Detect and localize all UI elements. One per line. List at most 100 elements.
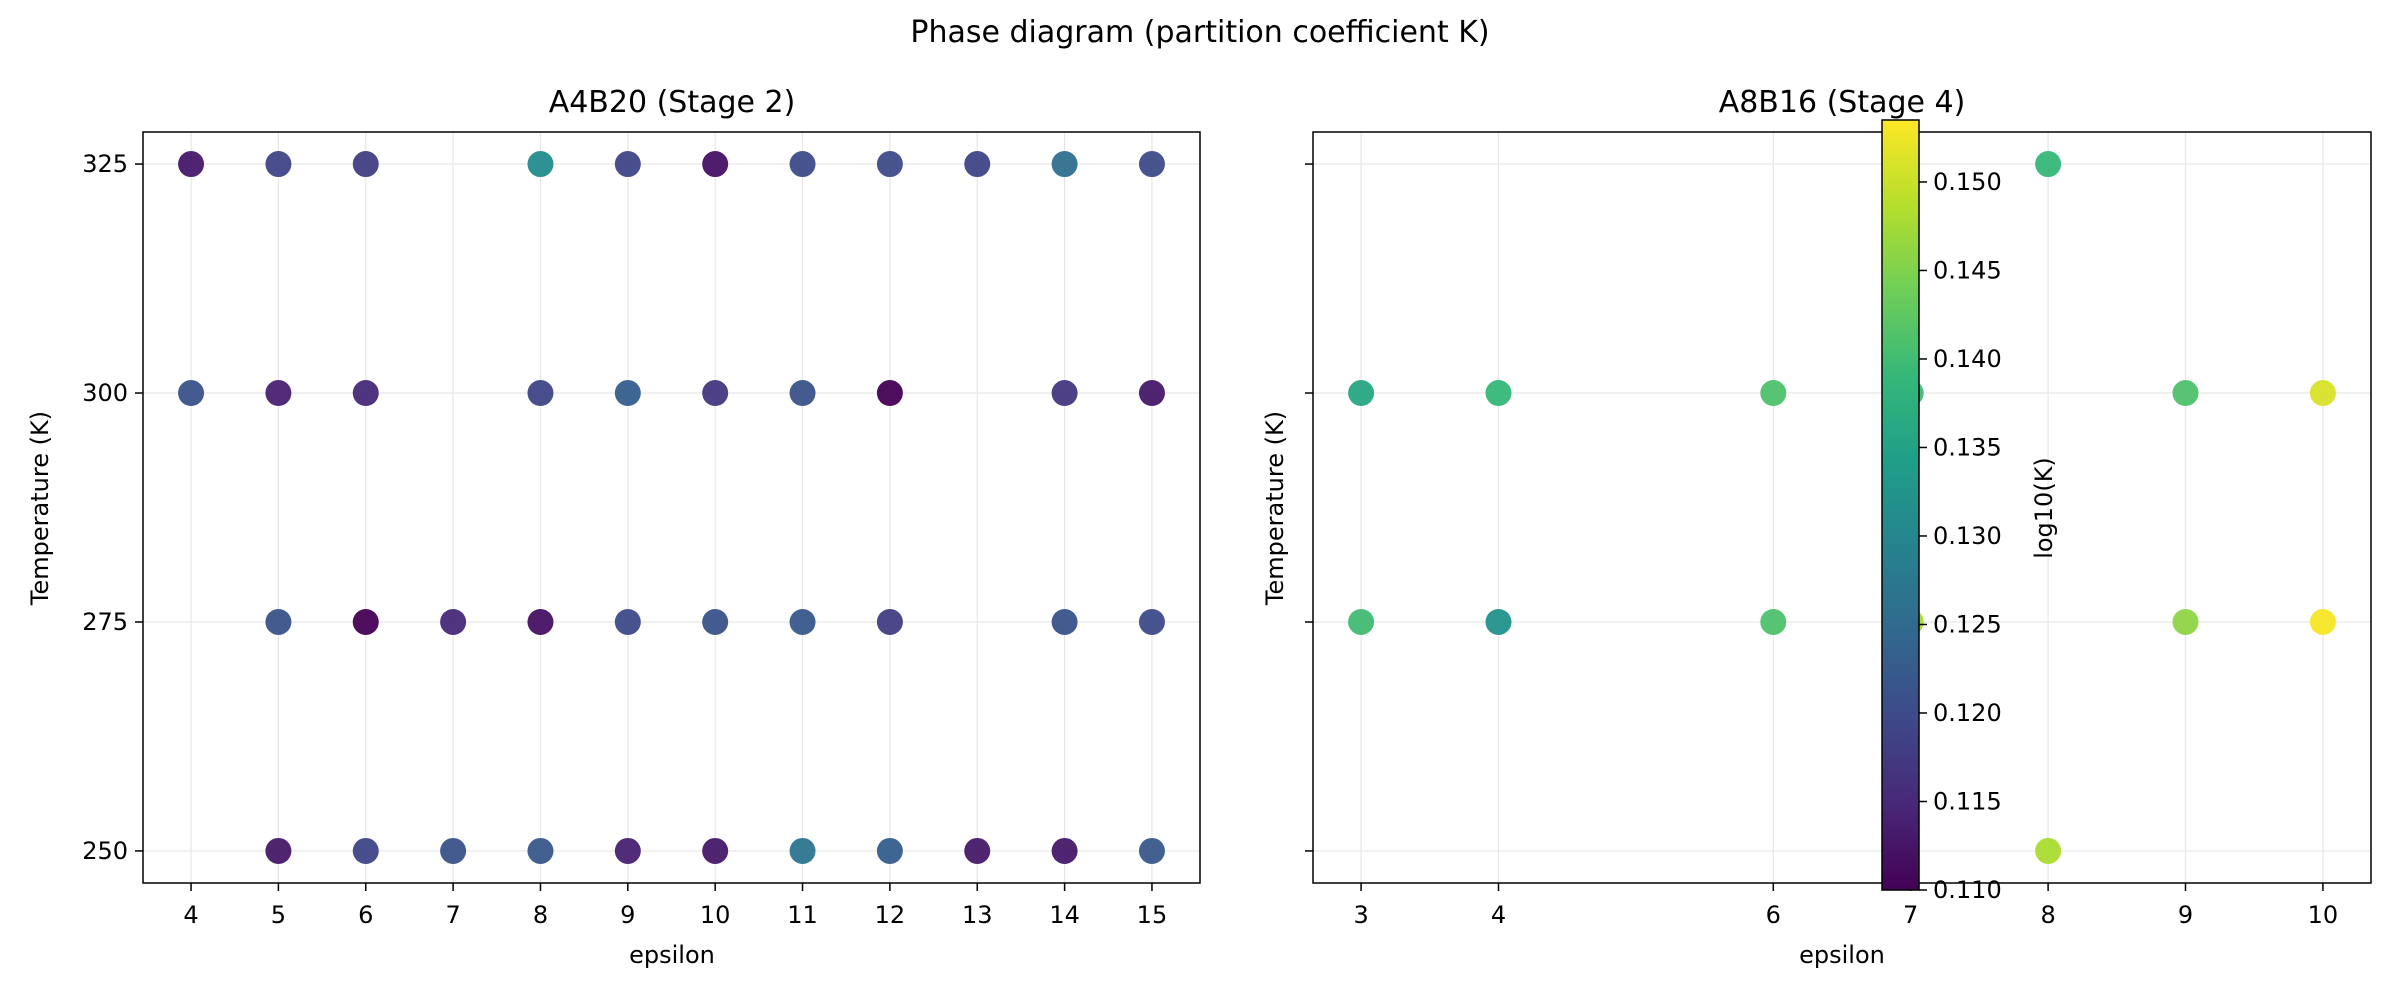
scatter-point [527, 837, 554, 864]
scatter-point [178, 151, 205, 178]
x-tick-label: 9 [620, 901, 635, 929]
scatter-point [964, 837, 991, 864]
scatter-point [614, 151, 641, 178]
scatter-point [1485, 380, 1512, 407]
x-tick-label: 8 [533, 901, 548, 929]
scatter-point [265, 151, 292, 178]
scatter-point [1138, 380, 1165, 407]
colorbar-ticks: 0.110 0.115 0.120 0.125 0.130 0.135 0.140 0.145… [1919, 168, 2002, 904]
panel-a8b16-x-label: epsilon [1799, 941, 1885, 969]
colorbar-label: log10(K) [2030, 457, 2058, 559]
panel-a8b16-y-label: Temperature (K) [1261, 411, 1289, 606]
y-tick-label: 275 [82, 608, 128, 636]
scatter-point [702, 151, 729, 178]
scatter-point [1138, 151, 1165, 178]
panel-a8b16-frame [1312, 131, 2372, 884]
scatter-point [1485, 608, 1512, 635]
colorbar-tick-label: 0.120 [1933, 699, 2002, 727]
panel-a4b20-points [178, 151, 1165, 864]
panel-a4b20-y-ticks: 250 275 300 325 [82, 150, 143, 865]
scatter-point [614, 837, 641, 864]
panel-a4b20-frame [142, 131, 1201, 884]
panel-a4b20-grid [143, 132, 1200, 883]
y-tick-label: 250 [82, 837, 128, 865]
y-tick-label: 300 [82, 379, 128, 407]
x-tick-label: 5 [271, 901, 286, 929]
scatter-point [614, 608, 641, 635]
scatter-point [876, 380, 903, 407]
scatter-point [178, 380, 205, 407]
x-tick-label: 7 [1903, 901, 1918, 929]
colorbar-tick-label: 0.130 [1933, 522, 2002, 550]
panel-a4b20-x-label: epsilon [629, 941, 715, 969]
x-tick-label: 6 [358, 901, 373, 929]
scatter-point [789, 380, 816, 407]
x-tick-label: 11 [787, 901, 818, 929]
colorbar-tick-label: 0.115 [1933, 787, 2002, 815]
scatter-point [876, 837, 903, 864]
scatter-point [2309, 608, 2336, 635]
x-tick-label: 6 [1766, 901, 1781, 929]
x-tick-label: 7 [445, 901, 460, 929]
scatter-point [1348, 380, 1375, 407]
scatter-point [614, 380, 641, 407]
colorbar-tick-label: 0.125 [1933, 610, 2002, 638]
scatter-point [964, 151, 991, 178]
scatter-point [527, 151, 554, 178]
scatter-point [440, 608, 467, 635]
colorbar-tick-label: 0.145 [1933, 256, 2002, 284]
scatter-point [1348, 608, 1375, 635]
panel-a4b20-title: A4B20 (Stage 2) [549, 85, 796, 120]
scatter-point [876, 608, 903, 635]
scatter-point [789, 608, 816, 635]
colorbar: 0.110 0.115 0.120 0.125 0.130 0.135 0.140 0.145… [1881, 119, 2058, 904]
x-tick-label: 12 [875, 901, 906, 929]
scatter-point [876, 151, 903, 178]
scatter-point [1051, 608, 1078, 635]
scatter-point [1760, 380, 1787, 407]
colorbar-tick-label: 0.135 [1933, 433, 2002, 461]
colorbar-tick-label: 0.140 [1933, 345, 2002, 373]
scatter-point [440, 837, 467, 864]
panel-a4b20: A4B20 (Stage 2) 4 5 6 7 8 9 10 11 12 13 14 15 250 27… [26, 85, 1201, 969]
y-tick-label: 325 [82, 150, 128, 178]
scatter-point [702, 380, 729, 407]
colorbar-tick-label: 0.150 [1933, 168, 2002, 196]
panel-a8b16: A8B16 (Stage 4) 3 4 6 7 8 9 10 epsilon Tempera… [1261, 85, 2372, 969]
scatter-point [1051, 151, 1078, 178]
scatter-point [352, 151, 379, 178]
x-tick-label: 4 [1491, 901, 1506, 929]
scatter-point [1138, 608, 1165, 635]
panel-a8b16-points [1348, 151, 2336, 864]
panel-a8b16-x-ticks: 3 4 6 7 8 9 10 [1353, 883, 2338, 929]
x-tick-label: 14 [1049, 901, 1080, 929]
scatter-point [1051, 837, 1078, 864]
panel-a8b16-title: A8B16 (Stage 4) [1719, 85, 1966, 120]
panel-a8b16-grid [1313, 132, 2371, 883]
x-tick-label: 10 [700, 901, 731, 929]
scatter-point [789, 837, 816, 864]
panel-a4b20-y-label: Temperature (K) [26, 411, 54, 606]
x-tick-label: 13 [962, 901, 993, 929]
figure-title: Phase diagram (partition coefficient K) [910, 15, 1489, 50]
scatter-point [265, 380, 292, 407]
x-tick-label: 15 [1137, 901, 1168, 929]
x-tick-label: 3 [1353, 901, 1368, 929]
scatter-point [352, 837, 379, 864]
x-tick-label: 8 [2040, 901, 2055, 929]
scatter-point [2035, 151, 2062, 178]
scatter-point [1760, 608, 1787, 635]
scatter-point [1051, 380, 1078, 407]
scatter-point [352, 380, 379, 407]
scatter-point [2309, 380, 2336, 407]
scatter-point [265, 608, 292, 635]
panel-a8b16-y-ticks [1305, 163, 1313, 852]
scatter-point [352, 608, 379, 635]
scatter-point [789, 151, 816, 178]
scatter-point [2035, 837, 2062, 864]
scatter-point [265, 837, 292, 864]
x-tick-label: 4 [183, 901, 198, 929]
colorbar-tick-label: 0.110 [1933, 876, 2002, 904]
scatter-point [2172, 380, 2199, 407]
